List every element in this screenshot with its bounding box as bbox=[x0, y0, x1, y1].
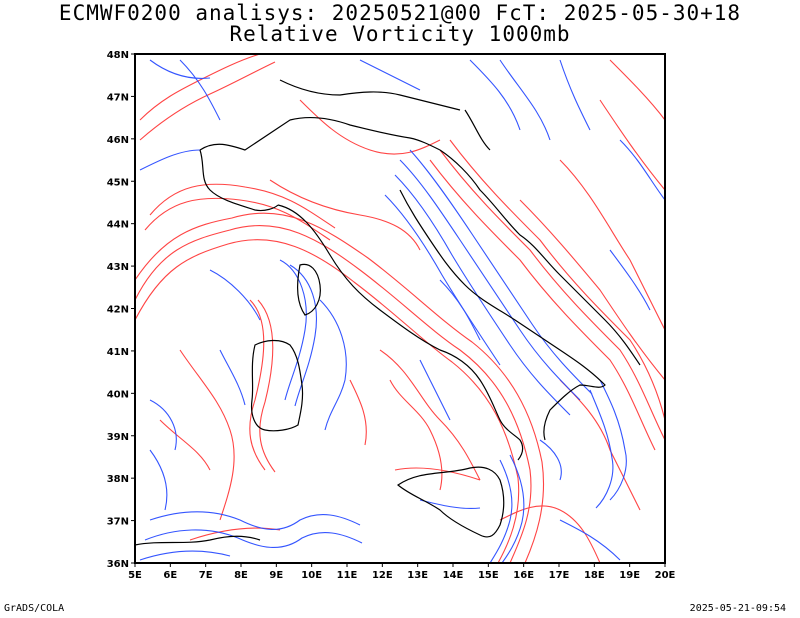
lon-tick-label: 16E bbox=[513, 570, 534, 581]
longitude-axis: 5E 6E 7E 8E 9E 10E 11E 12E 13E 14E 15E 16E 17E 18E 19E… bbox=[128, 563, 676, 581]
lat-tick-label: 44N bbox=[107, 220, 129, 231]
lat-tick-label: 40N bbox=[107, 389, 129, 400]
alps-border bbox=[199, 116, 441, 151]
lon-tick-label: 10E bbox=[301, 570, 322, 581]
sicily-coast bbox=[397, 466, 505, 538]
lat-tick-label: 37N bbox=[107, 517, 129, 528]
lon-tick-label: 8E bbox=[234, 570, 248, 581]
lon-tick-label: 14E bbox=[443, 570, 464, 581]
lon-tick-label: 17E bbox=[549, 570, 570, 581]
vorticity-contours bbox=[135, 54, 665, 563]
lon-tick-label: 5E bbox=[128, 570, 142, 581]
map-subtitle: Relative Vorticity 1000mb bbox=[229, 22, 571, 46]
lon-tick-label: 19E bbox=[619, 570, 640, 581]
lat-tick-label: 39N bbox=[107, 432, 129, 443]
country-borders-north bbox=[279, 79, 461, 111]
italy-adriatic-coast bbox=[399, 189, 606, 441]
plot-area bbox=[135, 54, 665, 563]
lat-tick-label: 36N bbox=[107, 559, 129, 570]
lon-tick-label: 13E bbox=[407, 570, 428, 581]
lon-tick-label: 7E bbox=[199, 570, 213, 581]
lon-tick-label: 11E bbox=[337, 570, 358, 581]
map-title: ECMWF0200 analisys: 20250521@00 FcT: 202… bbox=[58, 1, 742, 25]
corsica-coast bbox=[296, 263, 321, 316]
coastline-and-borders bbox=[135, 79, 641, 546]
france-italy-border bbox=[199, 149, 279, 212]
lat-tick-label: 41N bbox=[107, 347, 129, 358]
tunisia-coast bbox=[135, 535, 261, 546]
lat-tick-label: 47N bbox=[107, 92, 129, 103]
lon-tick-label: 15E bbox=[478, 570, 499, 581]
lat-tick-label: 38N bbox=[107, 474, 129, 485]
footer-credit: GrADS/COLA bbox=[4, 603, 65, 614]
lat-tick-label: 43N bbox=[107, 262, 129, 273]
lon-tick-label: 9E bbox=[269, 570, 283, 581]
lon-tick-label: 12E bbox=[372, 570, 393, 581]
negative-vorticity-contours bbox=[139, 59, 665, 563]
lon-tick-label: 6E bbox=[163, 570, 177, 581]
country-borders-east bbox=[464, 109, 491, 151]
italy-peninsula-coast bbox=[277, 204, 524, 461]
balkan-coast bbox=[439, 149, 641, 366]
lat-tick-label: 48N bbox=[107, 50, 129, 61]
lat-tick-label: 45N bbox=[107, 177, 129, 188]
lon-tick-label: 20E bbox=[655, 570, 676, 581]
lat-tick-label: 46N bbox=[107, 135, 129, 146]
latitude-axis: 36N 37N 38N 39N 40N 41N 42N 43N 44N 45N 46N 47N 48N bbox=[107, 50, 135, 570]
footer-timestamp: 2025-05-21-09:54 bbox=[689, 603, 786, 614]
lat-tick-label: 42N bbox=[107, 305, 129, 316]
lon-tick-label: 18E bbox=[584, 570, 605, 581]
sardinia-coast bbox=[250, 339, 304, 432]
